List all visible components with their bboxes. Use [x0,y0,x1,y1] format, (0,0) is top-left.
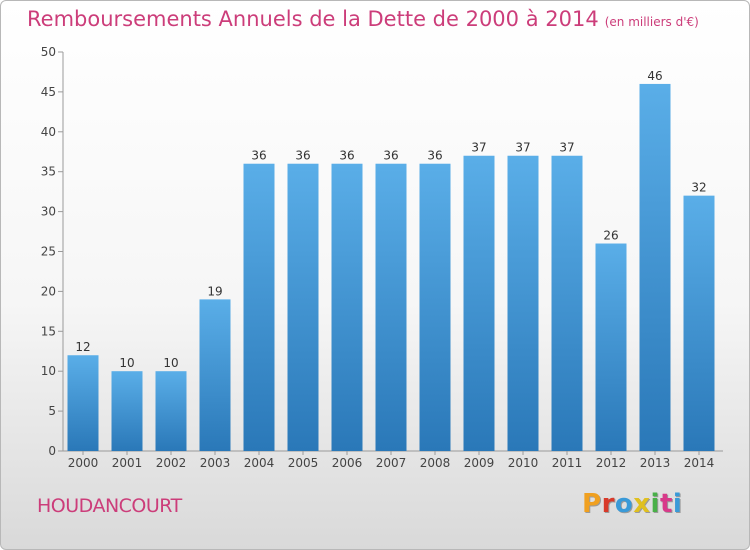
bar [551,155,583,452]
bar [463,155,495,452]
y-tick-label: 5 [48,404,56,418]
y-tick-label: 35 [41,165,56,179]
commune-name: HOUDANCOURT [37,495,182,517]
logo-letter: t [659,489,673,519]
x-tick-label: 2011 [552,456,583,470]
data-label: 26 [603,229,618,243]
bar [595,243,627,451]
proxiti-logo: Proxiti [582,489,682,519]
y-tick-label: 45 [41,85,56,99]
x-tick-label: 2006 [332,456,363,470]
bar [287,163,319,451]
data-label: 36 [427,149,442,163]
bar [155,371,187,451]
logo-letter: i [672,489,683,519]
data-label: 12 [75,340,90,354]
data-label: 36 [383,149,398,163]
bar [507,155,539,452]
bar [67,355,99,451]
logo-letter: x [633,489,651,519]
bar [199,299,231,451]
data-label: 37 [559,141,574,155]
x-tick-label: 2000 [68,456,99,470]
bar [243,163,275,451]
bar [375,163,407,451]
y-tick-label: 40 [41,125,56,139]
x-tick-label: 2013 [640,456,671,470]
chart-subtitle: (en milliers d'€) [604,15,699,29]
data-label: 10 [119,356,134,370]
y-tick-label: 50 [41,45,56,59]
axes: 0 5 10 15 20 25 30 35 40 45 50 2000 2001 2002 2003 2004… [41,45,723,470]
logo-letter: i [650,489,660,519]
logo-letter: r [601,489,615,519]
bars [67,83,715,452]
bar [331,163,363,451]
bar-chart: 0 5 10 15 20 25 30 35 40 45 50 2000 2001 2002 2003 2004… [41,45,723,470]
x-tick-label: 2008 [420,456,451,470]
data-label: 37 [471,141,486,155]
data-label: 37 [515,141,530,155]
bar [419,163,451,451]
logo-letter: o [614,489,634,519]
data-label: 32 [691,181,706,195]
y-tick-label: 20 [41,284,56,298]
x-tick-label: 2007 [376,456,407,470]
y-tick-label: 15 [41,324,56,338]
y-tick-label: 0 [48,444,56,458]
y-tick-label: 10 [41,364,56,378]
logo-letter: P [582,489,602,519]
title-text: Remboursements Annuels de la Dette de 20… [27,7,599,31]
x-tick-label: 2009 [464,456,495,470]
data-label: 36 [339,149,354,163]
data-label: 19 [207,284,222,298]
data-label: 36 [251,149,266,163]
chart-title: Remboursements Annuels de la Dette de 20… [27,7,699,31]
y-tick-label: 25 [41,245,56,259]
x-tick-label: 2001 [112,456,143,470]
bar [639,83,671,452]
bar [111,371,143,451]
x-tick-label: 2002 [156,456,187,470]
data-label: 10 [163,356,178,370]
bar [683,195,715,451]
data-label: 46 [647,69,662,83]
y-tick-label: 30 [41,205,56,219]
x-tick-label: 2004 [244,456,275,470]
x-tick-label: 2012 [596,456,627,470]
x-tick-label: 2014 [684,456,715,470]
x-tick-label: 2005 [288,456,319,470]
x-tick-label: 2003 [200,456,231,470]
data-label: 36 [295,149,310,163]
value-labels: 12 10 10 19 36 36 36 36 36 37 37 37 26 46 32 [75,69,706,370]
x-tick-label: 2010 [508,456,539,470]
